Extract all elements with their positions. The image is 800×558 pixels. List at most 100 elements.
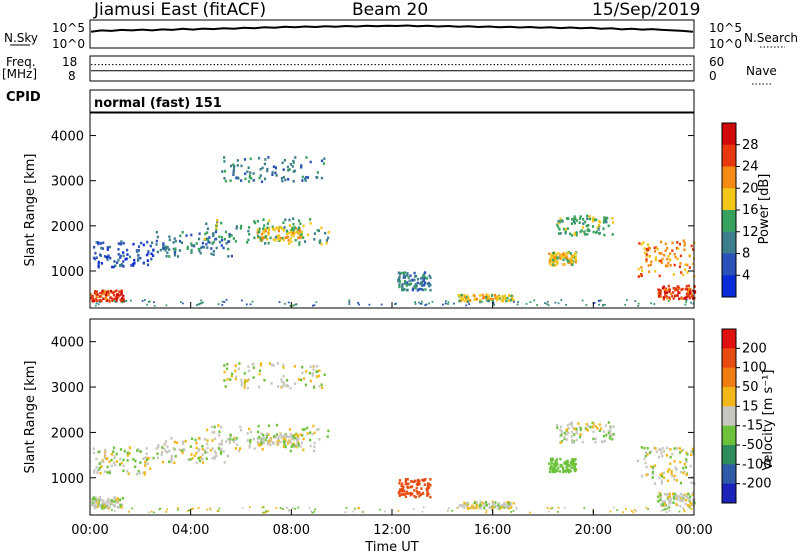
echo-cell [113,290,116,294]
echo-cell [316,228,319,232]
echo-cell [206,446,209,450]
echo-cell [146,462,149,465]
echo-cell [267,156,270,159]
echo-cell [398,280,402,283]
echo-cell [463,299,466,303]
echo-cell [569,252,572,255]
echo-cell [266,222,269,225]
echo-cell [357,302,359,304]
echo-cell [509,501,512,505]
echo-cell [247,226,251,229]
echo-cell [195,442,198,445]
echo-cell [398,276,401,279]
echo-cell [272,228,275,231]
echo-cell [408,279,411,282]
x-tick-label: 04:00 [172,523,209,538]
echo-cell [572,466,575,470]
echo-cell [225,299,228,301]
echo-cell [140,241,143,245]
echo-cell [113,497,116,500]
echo-cell [198,237,201,241]
echo-cell [197,449,200,453]
echo-cell [415,284,418,288]
echo-cell [609,429,612,432]
echo-cell [288,218,291,222]
echo-cell [295,230,299,234]
y-tick-label: 3000 [51,381,84,396]
echo-cell [423,283,426,287]
echo-cell [672,492,675,496]
echo-cell [645,258,648,261]
echo-cell [126,459,129,462]
echo-cell [678,242,682,246]
echo-cell [550,254,553,257]
echo-cell [180,241,183,244]
echo-cell [281,385,284,388]
echo-cell [201,453,204,456]
echo-cell [195,461,198,465]
echo-cell [99,291,102,295]
echo-cell [122,300,125,303]
echo-cell [237,367,240,371]
echo-cell [661,472,664,476]
echo-cell [106,471,109,474]
echo-cell [288,224,291,227]
echo-cell [102,292,105,296]
echo-cell [564,230,567,234]
echo-cell [203,237,206,241]
echo-cell [221,304,224,306]
echo-cell [118,463,122,466]
echo-cell [150,257,153,261]
echo-cell [258,435,261,439]
echo-cell [211,431,214,434]
echo-cell [653,250,657,253]
echo-cell [579,215,582,218]
echo-cell [253,447,256,450]
echo-cell [269,236,272,240]
echo-cell [95,466,98,469]
echo-cell [551,253,554,257]
echo-cell [573,458,576,462]
echo-cell [106,255,109,259]
echo-cell [287,435,290,439]
echo-cell [679,481,682,485]
echo-cell [554,264,557,267]
echo-cell [277,226,280,230]
echo-cell [406,478,409,481]
echo-cell [442,303,444,306]
echo-cell [269,443,272,447]
echo-cell [407,482,410,486]
echo-cell [284,435,287,439]
echo-cell [578,217,582,220]
echo-cell [634,300,637,302]
echo-cell [409,492,412,495]
colorbar-swatch [722,348,736,369]
echo-cell [488,502,491,506]
echo-cell [172,247,175,251]
echo-cell [325,239,329,242]
echo-cell [599,220,602,224]
echo-cell [166,445,169,449]
echo-cell [416,281,419,285]
echo-cell [420,283,423,287]
echo-cell [209,449,212,452]
echo-cell [685,458,688,461]
echo-cell [309,444,312,448]
echo-cell [146,263,150,267]
echo-cell [173,237,176,240]
echo-cell [496,295,500,298]
echo-cell [147,252,150,255]
echo-cell [93,501,97,504]
echo-cell [126,469,129,473]
echo-cell [144,456,147,460]
echo-cell [664,264,667,268]
echo-cell [632,511,635,514]
echo-cell [293,231,296,234]
echo-cell [279,440,282,444]
echo-cell [604,303,606,306]
echo-cell [447,507,450,509]
echo-cell [117,506,120,509]
echo-cell [302,224,305,228]
echo-cell [678,510,681,513]
